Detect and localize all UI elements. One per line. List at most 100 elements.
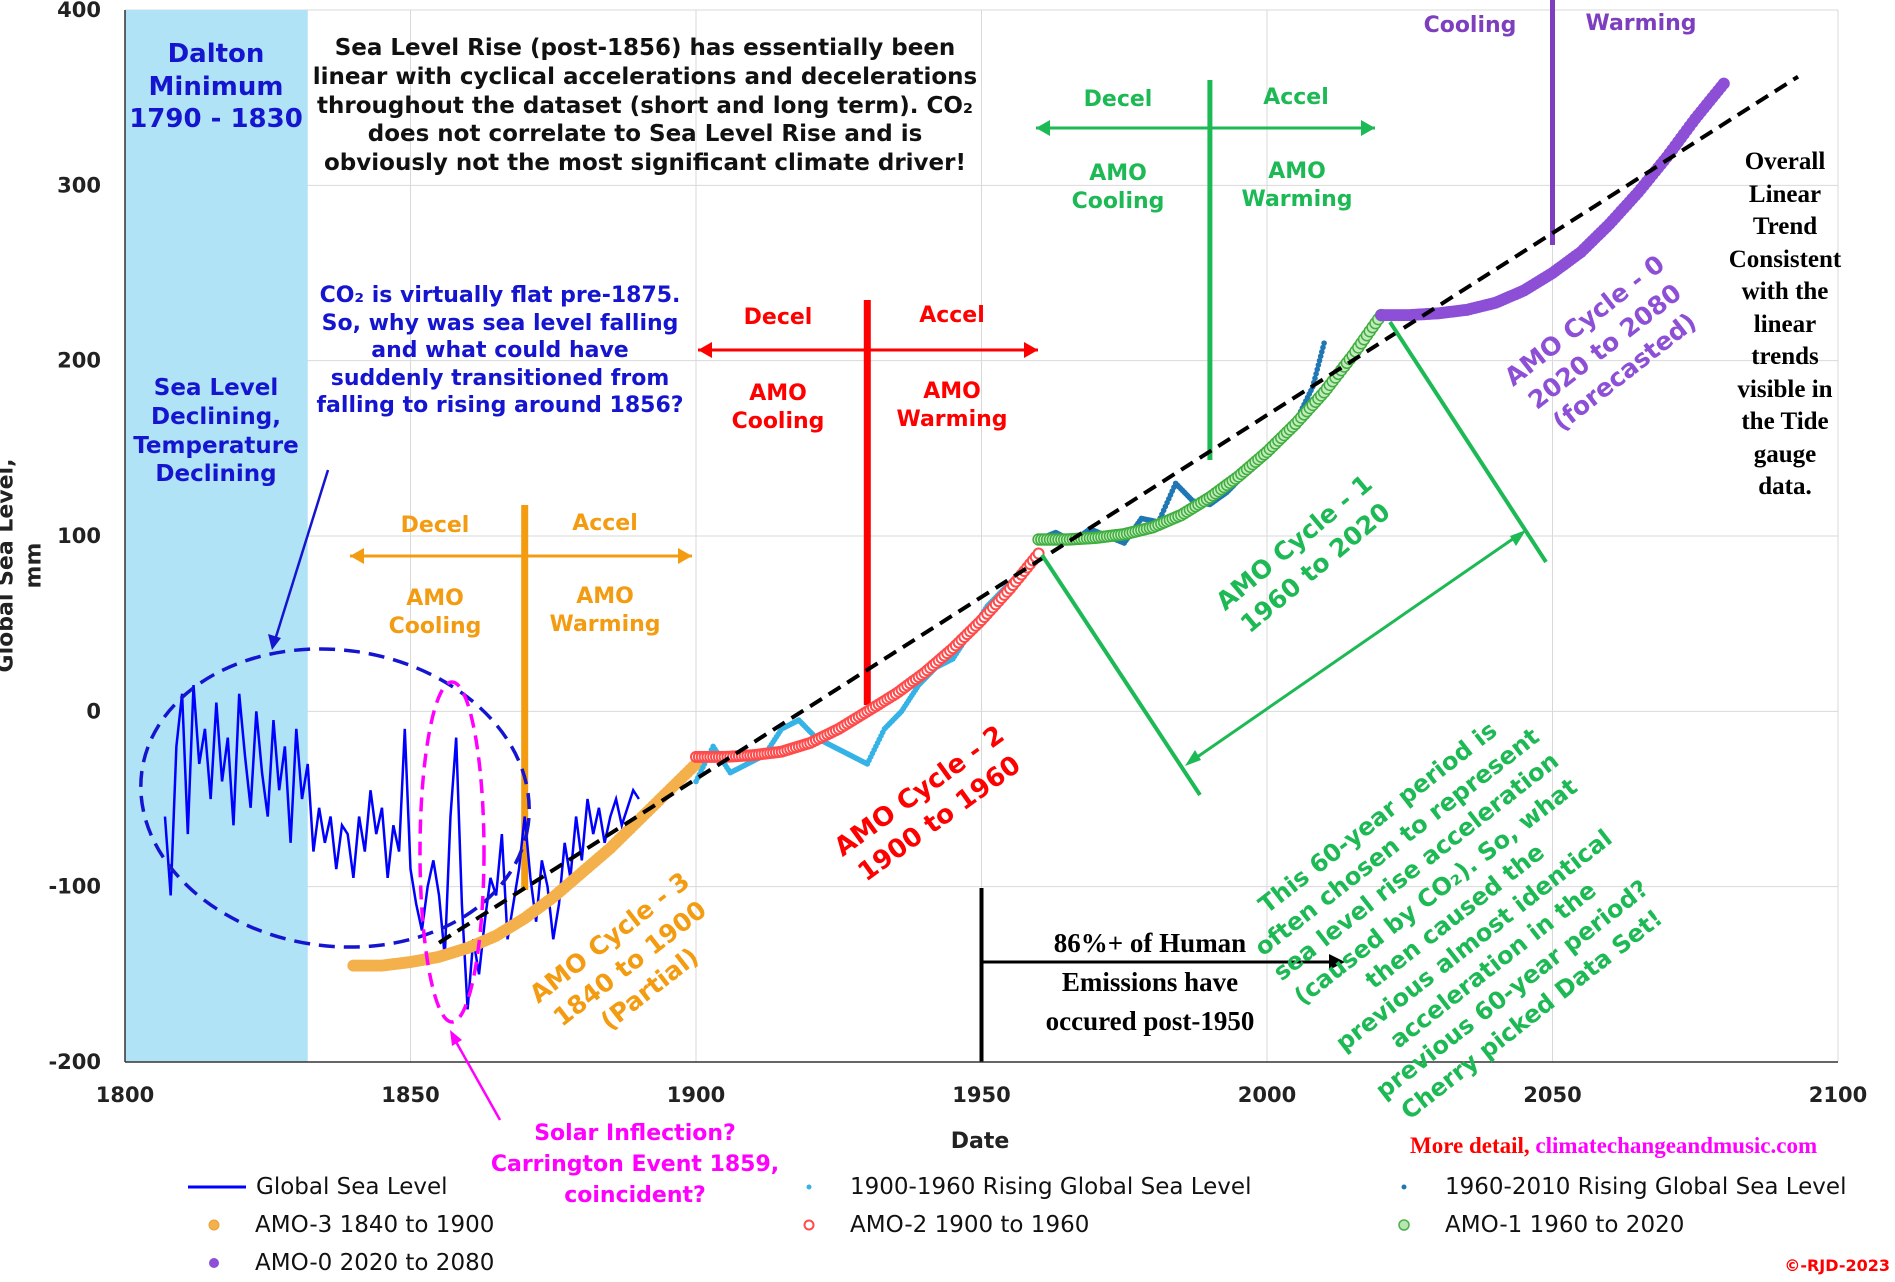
declining-line-2: Declining, bbox=[151, 403, 281, 430]
trend-line-9: the Tide bbox=[1741, 408, 1829, 435]
more-detail-link[interactable]: climatechangeandmusic.com bbox=[1535, 1133, 1818, 1158]
axes-layer: 1800 1850 1900 1950 2000 2050 2100 -200 -100 0 100… bbox=[48, 0, 1867, 1107]
x-tick-label: 1950 bbox=[952, 1083, 1010, 1107]
declining-ellipse bbox=[139, 647, 531, 949]
data-point bbox=[1321, 340, 1327, 346]
orange-cooling-line-1: AMO bbox=[406, 586, 464, 611]
main-text-box: Sea Level Rise (post-1856) has essential… bbox=[300, 34, 990, 178]
co2-line-3: and what could have bbox=[371, 338, 629, 363]
red-cooling-line-1: AMO bbox=[749, 381, 807, 406]
data-point bbox=[1315, 362, 1322, 368]
main-text-line-4: does not correlate to Sea Level Rise and… bbox=[367, 121, 923, 148]
x-tick-label: 2100 bbox=[1809, 1083, 1867, 1107]
data-point bbox=[1312, 375, 1318, 382]
main-text-line-2: linear with cyclical accelerations and d… bbox=[312, 63, 978, 90]
emissions-line-2: Emissions have bbox=[1061, 967, 1239, 998]
orange-accel: Accel bbox=[572, 511, 638, 536]
legend-amo-3: AMO-3 1840 to 1900 bbox=[205, 1212, 494, 1238]
data-point bbox=[1717, 77, 1730, 90]
declining-pointer bbox=[273, 469, 330, 641]
dalton-band-layer bbox=[125, 10, 308, 1062]
y-tick-label: -200 bbox=[48, 1050, 101, 1074]
data-point bbox=[1316, 357, 1323, 364]
declining-line-3: Temperature bbox=[133, 432, 299, 459]
purple-cooling: Cooling bbox=[1423, 13, 1517, 38]
linear-trend-line bbox=[437, 74, 1800, 945]
trend-line-5: with the bbox=[1741, 278, 1829, 305]
dalton-label: Dalton Minimum 1790 - 1830 bbox=[128, 38, 304, 136]
orange-arrow-head-right bbox=[678, 548, 692, 564]
green-warming-line-2: Warming bbox=[1241, 186, 1353, 212]
legend-label-amo-0: AMO-0 2020 to 2080 bbox=[255, 1250, 495, 1276]
red-warming-line-2: Warming bbox=[896, 406, 1008, 432]
y-tick-label: 400 bbox=[57, 0, 101, 22]
x-tick-label: 1900 bbox=[667, 1083, 725, 1107]
declining-line-4: Declining bbox=[155, 461, 277, 488]
data-point bbox=[1314, 366, 1321, 373]
red-warming-line-1: AMO bbox=[923, 379, 981, 404]
x-tick-label: 2000 bbox=[1238, 1083, 1296, 1107]
trend-line-8: visible in bbox=[1737, 375, 1833, 403]
x-tick-label: 1800 bbox=[96, 1083, 154, 1107]
red-amo-warming: AMO Warming bbox=[887, 378, 1017, 433]
solar-line-3: coincident? bbox=[564, 1182, 706, 1208]
legend-label-global-sea-level: Global Sea Level bbox=[256, 1174, 448, 1200]
trend-line-6: linear bbox=[1753, 310, 1817, 338]
green-arrow-head-left bbox=[1036, 120, 1050, 136]
legend-1900-1960: 1900-1960 Rising Global Sea Level bbox=[800, 1174, 1251, 1200]
emissions-line-3: occured post-1950 bbox=[1045, 1006, 1255, 1037]
more-detail-text: More detail, climatechangeandmusic.com bbox=[1410, 1132, 1895, 1161]
green-amo-warming: AMO Warming bbox=[1232, 158, 1362, 213]
solar-line-2: Carrington Event 1859, bbox=[490, 1151, 780, 1177]
data-point bbox=[1317, 353, 1324, 360]
legend-amo-2: AMO-2 1900 to 1960 bbox=[800, 1212, 1089, 1238]
dalton-line-1: Dalton bbox=[167, 39, 265, 69]
orange-warming-line-2: Warming bbox=[549, 611, 661, 637]
trend-line-10: gauge bbox=[1753, 440, 1817, 468]
orange-cooling-line-2: Cooling bbox=[388, 613, 482, 639]
green-cooling-line-1: AMO bbox=[1089, 161, 1147, 186]
legend-amo-1: AMO-1 1960 to 2020 bbox=[1395, 1212, 1684, 1238]
trend-line-11: data. bbox=[1758, 473, 1812, 500]
data-point bbox=[1319, 349, 1325, 355]
solar-inflection-text: Solar Inflection? Carrington Event 1859,… bbox=[455, 1119, 815, 1211]
bracket-arrow bbox=[1189, 532, 1521, 764]
legend-label-amo-2: AMO-2 1900 to 1960 bbox=[850, 1212, 1090, 1238]
co2-line-4: suddenly transitioned from bbox=[330, 365, 670, 391]
more-detail-prefix: More detail, bbox=[1410, 1133, 1536, 1158]
legend-amo-0: AMO-0 2020 to 2080 bbox=[205, 1250, 494, 1276]
legend-1960-2010: 1960-2010 Rising Global Sea Level bbox=[1395, 1174, 1846, 1200]
human-emissions-text: 86%+ of Human Emissions have occured pos… bbox=[1000, 924, 1300, 1041]
dalton-line-3: 1790 - 1830 bbox=[129, 104, 303, 134]
main-text-line-1: Sea Level Rise (post-1856) has essential… bbox=[334, 35, 956, 61]
green-cooling-line-2: Cooling bbox=[1071, 188, 1165, 214]
trend-line-3: Trend bbox=[1752, 213, 1818, 240]
legend-label-1960-2010: 1960-2010 Rising Global Sea Level bbox=[1445, 1174, 1847, 1200]
dalton-line-2: Minimum bbox=[148, 71, 284, 102]
trend-line-4: Consistent bbox=[1728, 245, 1842, 273]
main-text-line-3: throughout the dataset (short and long t… bbox=[317, 92, 973, 119]
red-cooling-line-2: Cooling bbox=[731, 408, 825, 434]
legend-label-amo-1: AMO-1 1960 to 2020 bbox=[1445, 1212, 1685, 1238]
data-point bbox=[1320, 344, 1326, 351]
trend-line-1: Overall bbox=[1744, 148, 1826, 175]
y-tick-label: 100 bbox=[57, 524, 101, 548]
overall-trend-text: Overall Linear Trend Consistent with the… bbox=[1705, 146, 1865, 504]
green-decel: Decel bbox=[1083, 87, 1153, 112]
x-tick-label: 2050 bbox=[1523, 1083, 1581, 1107]
legend-label-amo-3: AMO-3 1840 to 1900 bbox=[255, 1212, 495, 1238]
orange-amo-warming: AMO Warming bbox=[540, 583, 670, 638]
legend-label-1900-1960: 1900-1960 Rising Global Sea Level bbox=[850, 1174, 1252, 1200]
orange-warming-line-1: AMO bbox=[576, 584, 634, 609]
legend-lightblue-marker bbox=[806, 1184, 812, 1190]
x-tick-label: 1850 bbox=[381, 1083, 439, 1107]
co2-line-2: So, why was sea level falling bbox=[321, 310, 679, 336]
sea-level-declining-label: Sea Level Declining, Temperature Declini… bbox=[128, 374, 304, 489]
declining-pointer-head bbox=[268, 634, 281, 650]
orange-decel: Decel bbox=[400, 513, 470, 538]
legend-green-marker bbox=[1398, 1219, 1410, 1231]
legend-red-marker bbox=[803, 1219, 815, 1231]
trend-line-2: Linear bbox=[1748, 180, 1822, 208]
red-accel: Accel bbox=[919, 303, 985, 328]
green-warming-line-1: AMO bbox=[1268, 159, 1326, 184]
